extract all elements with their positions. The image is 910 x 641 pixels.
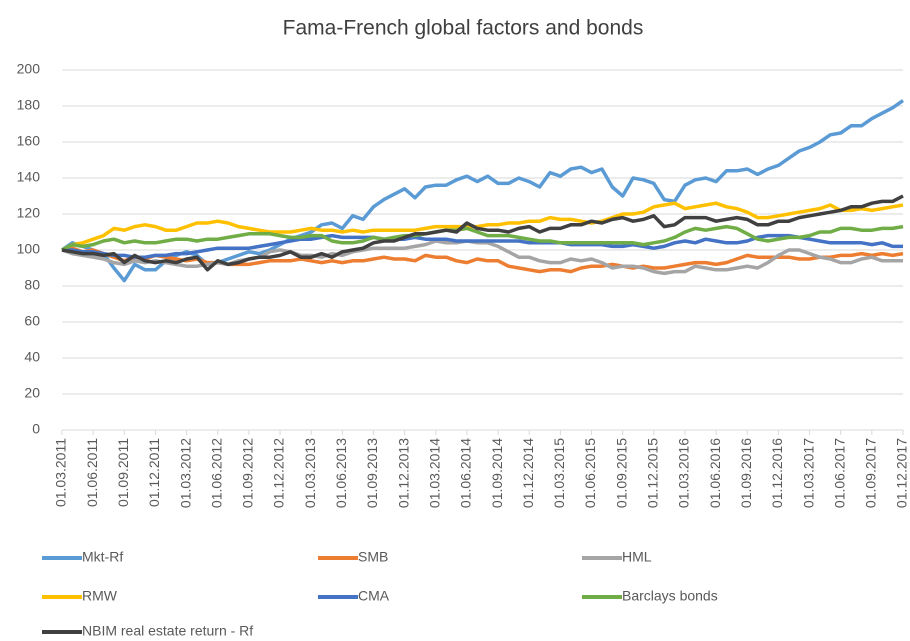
x-tick-label: 01.06.2017 <box>831 438 847 508</box>
y-tick-label: 120 <box>17 205 41 221</box>
x-tick-label: 01.06.2012 <box>208 438 224 508</box>
series-line <box>61 194 904 272</box>
legend-label: NBIM real estate return - Rf <box>82 623 253 639</box>
legend-label: Mkt-Rf <box>82 549 123 565</box>
x-tick-label: 01.12.2011 <box>146 438 162 507</box>
x-tick-label: 01.03.2015 <box>551 438 567 508</box>
chart-title: Fama-French global factors and bonds <box>283 17 644 40</box>
x-tick-label: 01.06.2013 <box>333 438 349 508</box>
x-tick-label: 01.03.2014 <box>426 438 442 508</box>
x-tick-label: 01.03.2017 <box>800 438 816 508</box>
y-tick-label: 40 <box>24 349 40 365</box>
x-tick-label: 01.09.2012 <box>240 438 256 508</box>
x-tick-label: 01.03.2016 <box>676 438 692 508</box>
series-line <box>61 224 904 252</box>
x-tick-label: 01.12.2016 <box>769 438 785 508</box>
x-tick-label: 01.09.2016 <box>738 438 754 508</box>
legend-label: SMB <box>358 549 388 565</box>
y-tick-label: 0 <box>32 421 40 437</box>
x-tick-label: 01.06.2014 <box>458 438 474 508</box>
x-tick-label: 01.12.2014 <box>520 438 536 508</box>
x-tick-label: 01.12.2012 <box>271 438 287 508</box>
x-tick-label: 01.06.2011 <box>84 438 100 507</box>
y-tick-label: 20 <box>24 385 40 401</box>
series-line <box>61 201 904 252</box>
x-tick-label: 01.03.2012 <box>177 438 193 508</box>
y-tick-label: 160 <box>17 133 41 149</box>
x-tick-label: 01.09.2014 <box>489 438 505 508</box>
x-tick-label: 01.12.2015 <box>645 438 661 508</box>
x-tick-label: 01.09.2011 <box>115 438 131 507</box>
x-tick-label: 01.03.2013 <box>302 438 318 508</box>
legend-label: CMA <box>358 588 390 604</box>
x-tick-label: 01.12.2013 <box>395 438 411 508</box>
legend-label: RMW <box>82 588 118 604</box>
x-tick-label: 01.12.2017 <box>894 438 910 508</box>
y-tick-label: 100 <box>17 241 41 257</box>
x-tick-label: 01.06.2015 <box>582 438 598 508</box>
x-tick-label: 01.09.2015 <box>613 438 629 508</box>
x-tick-label: 01.09.2017 <box>863 438 879 508</box>
y-tick-label: 140 <box>17 169 41 185</box>
legend-label: HML <box>622 549 652 565</box>
y-tick-label: 60 <box>24 313 40 329</box>
y-tick-label: 200 <box>17 61 41 77</box>
legend-label: Barclays bonds <box>622 588 718 604</box>
y-tick-label: 180 <box>17 97 41 113</box>
series-line <box>62 233 903 259</box>
x-tick-label: 01.09.2013 <box>364 438 380 508</box>
x-tick-label: 01.06.2016 <box>707 438 723 508</box>
y-tick-label: 80 <box>24 277 40 293</box>
x-tick-label: 01.03.2011 <box>53 438 69 507</box>
